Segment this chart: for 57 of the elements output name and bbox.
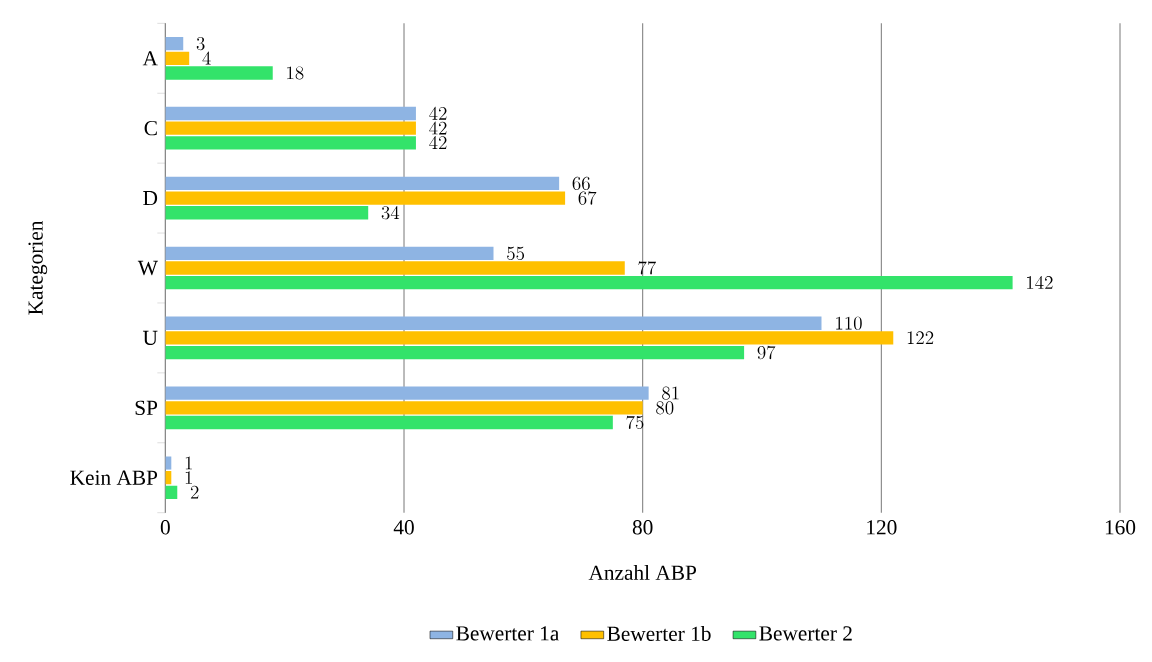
data-label: 66 — [572, 176, 590, 191]
y-axis-title: Kategorien — [28, 220, 48, 315]
data-label: 122 — [907, 331, 934, 345]
y-tick-label: Kein ABP — [70, 470, 158, 485]
bar — [165, 316, 822, 330]
bar — [165, 121, 416, 135]
bar — [165, 276, 1013, 290]
bar — [165, 246, 494, 261]
x-tick-label: 80 — [632, 520, 653, 535]
x-tick-label: 40 — [393, 520, 414, 535]
data-label: 42 — [429, 106, 447, 120]
y-tick-label: D — [143, 191, 158, 206]
data-label: 55 — [507, 246, 525, 260]
bar — [165, 345, 745, 360]
bar — [165, 206, 369, 220]
data-label: 142 — [1027, 275, 1053, 289]
y-tick-label: SP — [135, 400, 158, 415]
bar — [165, 51, 190, 65]
data-label: 80 — [656, 401, 674, 415]
data-label: 77 — [638, 261, 656, 275]
x-axis-title: Anzahl ABP — [588, 564, 697, 580]
bar — [165, 66, 273, 80]
data-label: 42 — [429, 121, 447, 135]
data-label: 3 — [196, 37, 205, 51]
legend-label: Bewerter 2 — [759, 626, 852, 641]
legend-label: Bewerter 1a — [456, 626, 560, 641]
y-tick-label: C — [144, 121, 157, 136]
x-tick-label: 160 — [1105, 520, 1136, 535]
bar — [165, 485, 178, 500]
data-label: 75 — [626, 415, 644, 430]
data-label: 18 — [287, 66, 304, 80]
bar — [165, 386, 649, 400]
data-label: 1 — [185, 471, 192, 484]
legend-label: Bewerter 1b — [607, 625, 711, 641]
data-label: 34 — [381, 206, 400, 220]
data-label: 110 — [836, 316, 862, 330]
bar — [165, 415, 613, 430]
y-tick-label: W — [137, 260, 158, 276]
bar — [165, 331, 894, 345]
data-label: 81 — [662, 386, 679, 400]
data-label: 4 — [202, 51, 211, 65]
y-tick-label: U — [142, 330, 158, 346]
bar — [165, 106, 416, 121]
bar — [165, 191, 566, 205]
data-label: 42 — [429, 136, 447, 150]
bar — [165, 401, 643, 415]
data-label: 67 — [578, 191, 597, 205]
data-label: 2 — [190, 485, 199, 499]
bar — [165, 176, 560, 191]
bar — [165, 136, 416, 150]
bar — [165, 261, 625, 275]
x-tick-label: 0 — [160, 520, 170, 535]
data-label: 97 — [757, 345, 776, 360]
bar — [165, 36, 184, 51]
data-label: 1 — [185, 456, 192, 470]
y-tick-label: A — [142, 51, 158, 66]
x-tick-label: 120 — [867, 520, 897, 535]
